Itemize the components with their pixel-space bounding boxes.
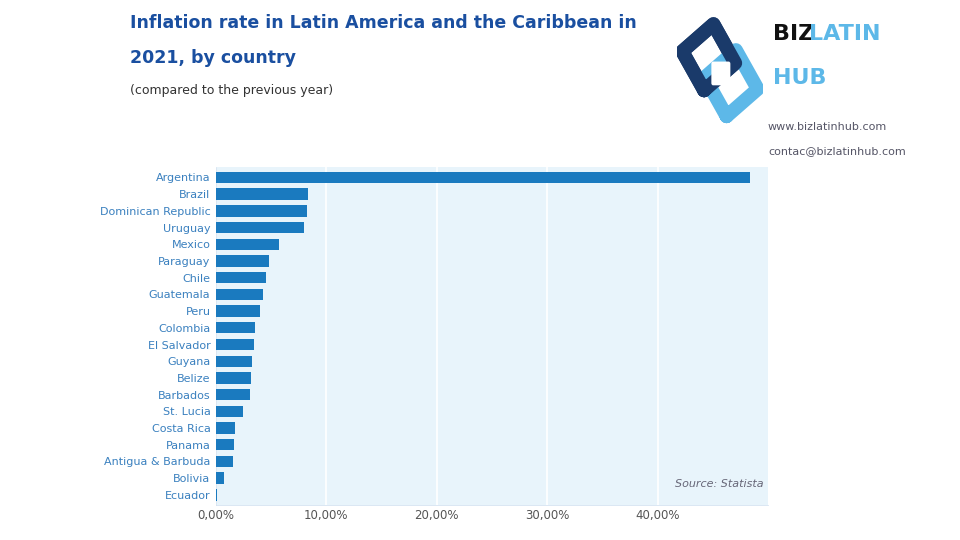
Bar (216, 355, 252, 367)
Bar (216, 439, 234, 450)
Text: Source: Statista: Source: Statista (675, 478, 763, 489)
Bar (216, 406, 243, 417)
Bar (216, 489, 217, 501)
Bar (216, 422, 235, 434)
Bar (216, 272, 266, 284)
Text: contac@bizlatinhub.com: contac@bizlatinhub.com (768, 146, 905, 156)
Bar (216, 306, 260, 317)
Bar (216, 172, 751, 183)
Text: www.bizlatinhub.com: www.bizlatinhub.com (768, 122, 887, 132)
Bar (216, 389, 250, 400)
Bar (216, 339, 254, 350)
Text: LATIN: LATIN (809, 24, 880, 44)
Bar (216, 205, 306, 217)
Text: BIZ: BIZ (773, 24, 814, 44)
Bar (216, 289, 263, 300)
Bar (216, 472, 225, 484)
Bar (216, 255, 270, 267)
FancyBboxPatch shape (711, 62, 731, 85)
Bar (216, 239, 278, 250)
Text: HUB: HUB (773, 68, 827, 87)
Text: (compared to the previous year): (compared to the previous year) (130, 84, 333, 97)
Bar (216, 322, 254, 334)
Bar (216, 188, 307, 200)
Text: 2021, by country: 2021, by country (130, 49, 296, 66)
Bar (216, 222, 304, 233)
Text: Inflation rate in Latin America and the Caribbean in: Inflation rate in Latin America and the … (130, 14, 636, 31)
Bar (216, 372, 252, 383)
Bar (216, 456, 233, 467)
